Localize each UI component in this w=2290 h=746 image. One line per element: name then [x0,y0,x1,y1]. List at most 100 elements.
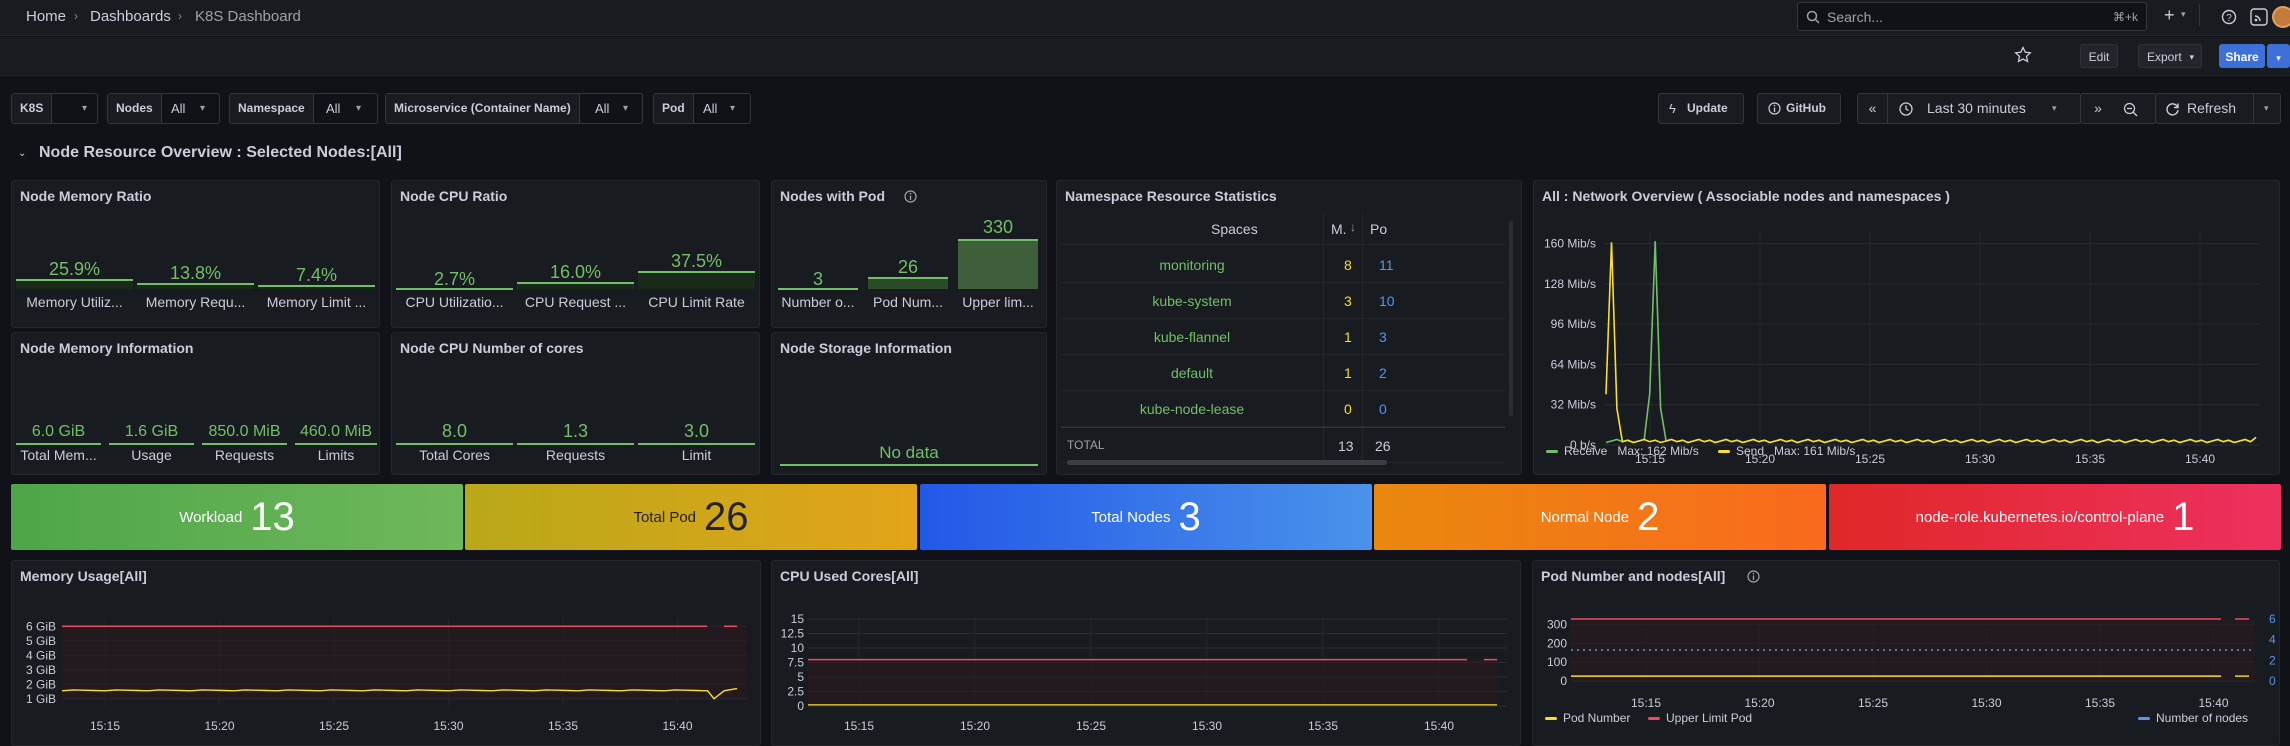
edit-button[interactable]: Edit [2080,44,2118,68]
stat-total-pod[interactable]: Total Pod 26 [465,484,917,550]
time-range-picker[interactable]: Last 30 minutes [1927,100,2026,116]
gauge-label: CPU Utilizatio... [405,294,504,310]
gauge-value: 16.0% [549,262,602,282]
panel-nodes-with-pod: Nodes with Pod 3 Number o... 26 Pod Num.… [771,180,1047,328]
chevron-down-icon[interactable]: ▾ [2181,9,2186,19]
x-tick-label: 15:40 [662,719,692,733]
stat-title: Normal Node [1540,508,1630,526]
y-right-tick-label: 4 [2269,633,2276,647]
breadcrumb-home[interactable]: Home [26,8,67,25]
time-controls-group: » [2080,93,2156,124]
legend-number-of-nodes[interactable]: Number of nodes [2138,711,2248,725]
export-button[interactable]: Export ▾ [2138,44,2202,68]
x-tick-label: 15:20 [204,719,234,733]
share-button[interactable]: Share [2219,44,2265,68]
share-menu-button[interactable]: ▾ [2267,44,2290,68]
collapse-row-icon[interactable]: ⌄ [18,148,27,159]
y-tick-label: 128 Mib/s [1544,277,1596,291]
rss-icon[interactable] [2250,8,2268,26]
gauge-bar [517,282,634,289]
namespace-pods: 2 [1379,365,1387,381]
x-tick-label: 15:25 [1858,696,1888,710]
stat-value: 26 [704,494,749,539]
gauge-bar [958,239,1038,289]
pod-nodes-chart: 0 100 200 300 15:15 15:20 15:25 15:30 15:35 15:40… [1547,612,2276,710]
panel-title: Namespace Resource Statistics [1065,188,1277,204]
stat-control-plane[interactable]: node-role.kubernetes.io/control-plane 1 [1829,484,2281,550]
gauge-label: Pod Num... [872,294,944,310]
panel-title: All : Network Overview ( Associable node… [1542,188,1950,204]
limit-band [808,659,1498,706]
horizontal-scrollbar[interactable] [1067,460,1387,465]
bolt-icon: ϟ [1669,101,1676,116]
table-header: Spaces M. ↓ Po [1061,213,1505,245]
avatar[interactable] [2272,6,2290,28]
gauge-bar [778,288,858,290]
info-icon[interactable] [904,190,917,203]
namespace-pods: 11 [1379,257,1394,273]
stat-value: 8.0 [441,421,468,441]
column-header-pod[interactable]: Po [1370,221,1388,237]
variable-pod[interactable]: Pod All ▾ [653,93,751,124]
star-icon[interactable] [2014,46,2032,64]
gauge-bar [638,271,755,289]
panel-title: Nodes with Pod [780,188,885,204]
variable-value: All [703,101,718,116]
stat-workload[interactable]: Workload 13 [11,484,463,550]
github-link-button[interactable]: GitHub [1757,93,1841,124]
variable-k8s[interactable]: K8S ▾ [11,93,98,124]
update-link-button[interactable]: ϟ Update [1658,93,1744,124]
legend-send[interactable]: Send Max: 161 Mib/s [1718,444,1855,458]
add-icon[interactable]: + [2164,5,2175,25]
github-label: GitHub [1786,101,1826,115]
info-icon[interactable] [1747,570,1760,583]
x-tick-label: 15:25 [1855,452,1885,466]
stat-value: 3.0 [683,421,710,441]
chevron-down-icon: ▾ [623,103,629,114]
panel-title: Node Storage Information [780,340,952,356]
variable-value: All [326,101,341,116]
sort-down-icon[interactable]: ↓ [1350,220,1356,234]
refresh-button[interactable]: Refresh [2187,100,2237,116]
search-shortcut: ⌘+k [2112,10,2138,24]
panel-node-cpu-ratio: Node CPU Ratio 2.7% CPU Utilizatio... 16… [391,180,760,328]
gauge-label: Number o... [781,294,855,310]
help-icon[interactable]: ? [2221,9,2237,25]
x-tick-label: 15:25 [319,719,349,733]
panel-namespace-resource-statistics: Namespace Resource Statistics Spaces M. … [1056,180,1522,475]
namespace-pods: 3 [1379,329,1387,345]
legend-upper-limit-pod[interactable]: Upper Limit Pod [1648,711,1752,725]
search-input[interactable]: Search... ⌘+k [1797,2,2147,31]
stat-total-nodes[interactable]: Total Nodes 3 [920,484,1372,550]
refresh-interval-chevron-icon[interactable]: ▾ [2264,103,2269,113]
clock-icon [1899,102,1913,116]
legend-receive[interactable]: Receive Max: 162 Mib/s [1546,444,1699,458]
time-shift-back-icon[interactable]: « [1858,94,1888,123]
search-icon [1806,10,1820,24]
x-tick-label: 15:15 [1631,696,1661,710]
breadcrumb-dashboards[interactable]: Dashboards [90,8,171,25]
no-data-text: No data [879,443,939,462]
zoom-out-icon[interactable] [2123,102,2138,117]
gauge-value: 25.9% [48,259,101,279]
namespace-table: Spaces M. ↓ Po monitoring 8 11 kube-system… [1061,213,1511,463]
stat-label: Total Cores [419,447,490,463]
x-tick-label: 15:40 [2185,452,2215,466]
variable-namespace[interactable]: Namespace All ▾ [229,93,378,124]
variable-label: Nodes [108,94,162,123]
y-tick-label: 300 [1547,618,1567,632]
row-title[interactable]: Node Resource Overview : Selected Nodes:… [39,144,402,161]
variable-nodes[interactable]: Nodes All ▾ [107,93,220,124]
namespace-pods: 10 [1379,293,1395,309]
export-label: Export [2147,50,2182,64]
vertical-scrollbar[interactable] [1509,221,1513,416]
table-footer: TOTAL 13 26 [1061,427,1505,463]
stat-normal-node[interactable]: Normal Node 2 [1374,484,1826,550]
column-header-spaces[interactable]: Spaces [1211,221,1258,237]
stat-value: 6.0 GiB [31,423,86,440]
time-shift-forward-icon[interactable]: » [2094,100,2102,116]
legend-pod-number[interactable]: Pod Number [1545,711,1630,725]
column-header-m[interactable]: M. [1331,221,1347,237]
variable-microservice[interactable]: Microservice (Container Name) All ▾ [385,93,643,124]
